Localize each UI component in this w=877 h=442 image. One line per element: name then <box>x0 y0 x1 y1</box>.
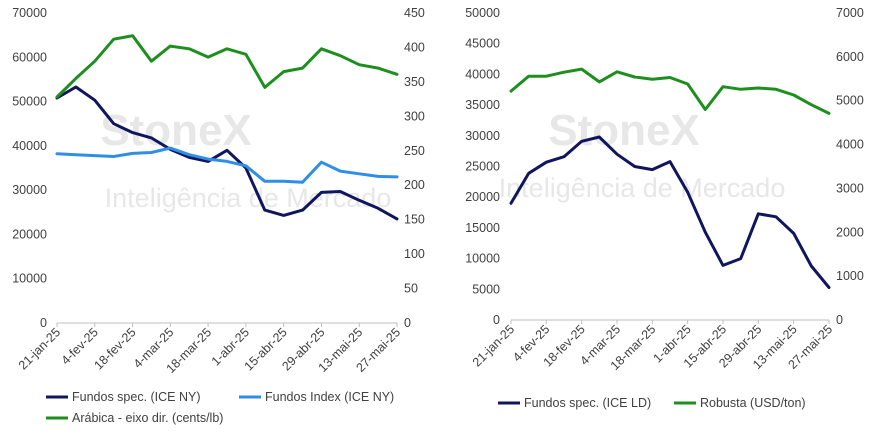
y-left-tick-label: 10000 <box>465 252 500 266</box>
watermark-tagline: Inteligência de Mercado <box>105 183 392 213</box>
y-right-tick-label: 1000 <box>836 269 864 283</box>
watermark-right: StoneX Inteligência de Mercado <box>499 106 786 203</box>
y-left-tick-label: 0 <box>493 313 500 327</box>
legend-label-fundos-spec-ice-ny: Fundos spec. (ICE NY) <box>72 390 201 404</box>
x-tick-label: 21-jan-25 <box>470 322 517 369</box>
series-line-fundos-spec-ice-ny <box>55 85 399 221</box>
y-left-tick-label: 5000 <box>472 282 500 296</box>
y-right-tick-label: 450 <box>404 6 425 20</box>
y-right-tick-label: 6000 <box>836 50 864 64</box>
y-right-tick-label: 200 <box>404 178 425 192</box>
y-left-tick-label: 10000 <box>12 272 47 286</box>
y-right-tick-label: 0 <box>836 313 843 327</box>
y-right-tick-label: 400 <box>404 40 425 54</box>
y-left-tick-label: 20000 <box>465 190 500 204</box>
watermark-brand: StoneX <box>100 106 252 155</box>
y-right-tick-label: 0 <box>404 316 411 330</box>
x-tick-label: 18-fev-25 <box>91 325 138 372</box>
legend-label-ar-bica-eixo-dir-cents-lb: Arábica - eixo dir. (cents/lb) <box>72 411 223 425</box>
y-left-tick-label: 35000 <box>465 98 500 112</box>
legend-label-robusta-usd-ton: Robusta (USD/ton) <box>700 396 806 410</box>
series-line-ar-bica-eixo-dir-cents-lb <box>55 34 399 99</box>
y-right-tick-label: 3000 <box>836 181 864 195</box>
y-left-tick-label: 25000 <box>465 160 500 174</box>
y-right-tick-label: 350 <box>404 75 425 89</box>
series-line-fundos-spec-ice-ld <box>509 135 831 289</box>
y-left-tick-label: 45000 <box>465 37 500 51</box>
y-left-tick-label: 50000 <box>465 6 500 20</box>
y-left-tick-label: 30000 <box>12 183 47 197</box>
y-right-tick-label: 50 <box>404 282 418 296</box>
y-right-tick-label: 300 <box>404 109 425 123</box>
y-left-tick-label: 30000 <box>465 129 500 143</box>
y-left-tick-label: 60000 <box>12 50 47 64</box>
y-right-tick-label: 150 <box>404 213 425 227</box>
watermark-tagline: Inteligência de Mercado <box>499 173 786 203</box>
y-left-tick-label: 0 <box>40 316 47 330</box>
y-left-tick-label: 40000 <box>465 67 500 81</box>
legend-label-fundos-spec-ice-ld: Fundos spec. (ICE LD) <box>524 396 651 410</box>
x-tick-label: 21-jan-25 <box>16 325 63 372</box>
y-left-tick-label: 50000 <box>12 95 47 109</box>
legend-label-fundos-index-ice-ny: Fundos Index (ICE NY) <box>265 390 394 404</box>
y-right-tick-label: 5000 <box>836 94 864 108</box>
series-line-fundos-index-ice-ny <box>55 146 399 184</box>
watermark-brand: StoneX <box>548 106 700 155</box>
chart-arabica-ice-ny: 0 10000 20000 30000 40000 50000 60000 70000 0 50 1… <box>12 6 425 425</box>
y-left-tick-label: 40000 <box>12 139 47 153</box>
y-right-tick-label: 7000 <box>836 6 864 20</box>
chart-robusta-ice-ld: 0500010000150002000025000300003500040000… <box>465 6 864 410</box>
series-line-robusta-usd-ton <box>509 67 831 115</box>
y-right-tick-label: 250 <box>404 144 425 158</box>
y-right-tick-label: 2000 <box>836 225 864 239</box>
y-right-tick-label: 4000 <box>836 138 864 152</box>
y-left-tick-label: 70000 <box>12 6 47 20</box>
y-right-tick-label: 100 <box>404 247 425 261</box>
y-left-tick-label: 20000 <box>12 227 47 241</box>
watermark-left: StoneX Inteligência de Mercado <box>100 106 391 213</box>
y-left-tick-label: 15000 <box>465 221 500 235</box>
